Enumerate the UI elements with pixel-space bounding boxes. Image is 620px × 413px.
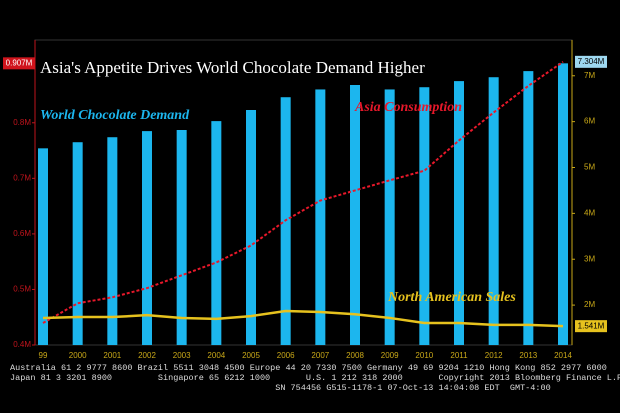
x-tick-label: 2012 bbox=[485, 351, 503, 360]
bar bbox=[38, 148, 48, 345]
last-value-label: 7.304M bbox=[578, 57, 605, 66]
y2-tick-label: 7M bbox=[584, 71, 595, 80]
bar bbox=[246, 110, 256, 345]
x-tick-label: 2009 bbox=[381, 351, 399, 360]
y-tick-label: 0.5M bbox=[13, 285, 31, 294]
last-value-box bbox=[3, 57, 35, 70]
bar bbox=[211, 121, 222, 345]
line bbox=[42, 309, 564, 328]
x-tick-label: 2006 bbox=[277, 351, 295, 360]
bar bbox=[176, 130, 187, 345]
y-tick-label: 0.8M bbox=[13, 118, 31, 127]
last-value-label: 0.907M bbox=[6, 58, 33, 67]
chart-title: Asia's Appetite Drives World Chocolate D… bbox=[40, 58, 425, 77]
x-tick-label: 2014 bbox=[554, 351, 572, 360]
bar bbox=[488, 77, 499, 345]
bar bbox=[558, 63, 568, 345]
bar bbox=[107, 137, 118, 345]
footer-line: Australia 61 2 9777 8600 Brazil 5511 304… bbox=[10, 363, 607, 373]
last-value-box bbox=[575, 55, 607, 68]
y2-tick-label: 2M bbox=[584, 300, 595, 309]
bar bbox=[454, 81, 464, 345]
last-value-box bbox=[575, 320, 607, 333]
x-tick-label: 2000 bbox=[69, 351, 87, 360]
last-value-label: 1.541M bbox=[578, 321, 605, 330]
x-tick-label: 2007 bbox=[311, 351, 329, 360]
bar bbox=[384, 89, 395, 345]
y2-tick-label: 3M bbox=[584, 254, 595, 263]
x-tick-label: 2013 bbox=[519, 351, 537, 360]
series-label: World Chocolate Demand bbox=[40, 108, 190, 123]
series-label: Asia Consumption bbox=[354, 100, 462, 115]
x-tick-label: 99 bbox=[39, 351, 48, 360]
bar bbox=[72, 142, 83, 345]
bar bbox=[523, 71, 534, 345]
x-tick-label: 2008 bbox=[346, 351, 364, 360]
bar bbox=[142, 131, 152, 345]
x-tick-label: 2001 bbox=[103, 351, 121, 360]
x-tick-label: 2010 bbox=[415, 351, 433, 360]
y2-tick-label: 6M bbox=[584, 117, 595, 126]
series-label: North American Sales bbox=[387, 290, 516, 305]
line bbox=[42, 61, 564, 324]
bar bbox=[350, 85, 360, 345]
bar bbox=[315, 89, 326, 345]
x-tick-label: 2004 bbox=[207, 351, 225, 360]
y-tick-label: 0.4M bbox=[13, 340, 31, 349]
x-tick-label: 2003 bbox=[173, 351, 191, 360]
x-tick-label: 2005 bbox=[242, 351, 260, 360]
footer-line: Japan 81 3 3201 8900 Singapore 65 6212 1… bbox=[10, 373, 620, 383]
y2-tick-label: 4M bbox=[584, 208, 595, 217]
footer-line: SN 754456 G515-1178-1 07-Oct-13 14:04:08… bbox=[10, 383, 551, 393]
x-tick-label: 2002 bbox=[138, 351, 156, 360]
y-tick-label: 0.6M bbox=[13, 229, 31, 238]
x-tick-label: 2011 bbox=[450, 351, 468, 360]
y-tick-label: 0.7M bbox=[13, 173, 31, 182]
bar bbox=[419, 87, 430, 345]
y2-tick-label: 5M bbox=[584, 163, 595, 172]
